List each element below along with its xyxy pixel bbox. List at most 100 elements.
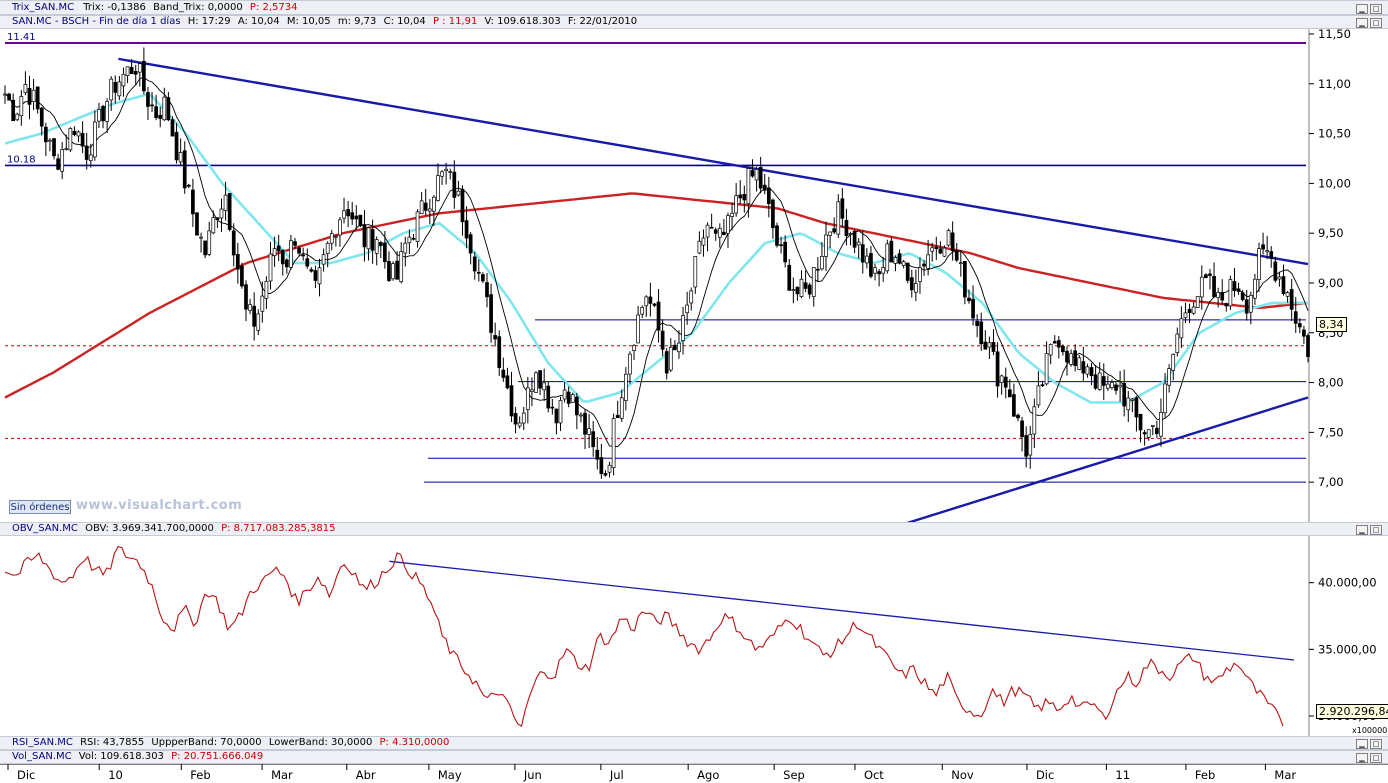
obv-multiplier: x100000	[1352, 726, 1388, 735]
candle-body	[293, 241, 297, 246]
rsi-label: RSI_SAN.MC	[12, 737, 73, 748]
candle-body	[1073, 350, 1078, 366]
candle-body	[991, 342, 996, 352]
candle-body	[305, 258, 310, 267]
trix-label: Trix_SAN.MC	[12, 2, 75, 13]
candle-body	[1297, 323, 1302, 328]
time-axis[interactable]: Dic 10 Feb Mar Abr May Jun Jul Ago Sep Oct Nov Dic 11…	[0, 764, 1388, 783]
candle-body	[1024, 435, 1029, 457]
candle-body	[1216, 292, 1220, 298]
candle-body	[799, 278, 804, 297]
minimize-icon[interactable]: ▁	[1356, 753, 1368, 763]
candle-body	[497, 336, 502, 368]
price-chart-svg[interactable]: 11,5011,0010,5010,009,509,008,508,007,50…	[0, 29, 1388, 522]
candle-body	[227, 193, 232, 230]
candle-body	[76, 131, 81, 137]
candle-body	[554, 408, 559, 424]
price-info-bar[interactable]: SAN.MC - BSCH - Fin de día 1 días H: 17:…	[0, 15, 1388, 29]
rsi-indicator-bar[interactable]: RSI_SAN.MC RSI: 43,7855 UppperBand: 70,0…	[0, 736, 1388, 750]
time-tick-label: Feb	[190, 768, 210, 782]
candle-body	[591, 431, 596, 448]
maximize-icon[interactable]: □	[1370, 525, 1382, 535]
candle-body	[758, 166, 763, 189]
vol-indicator-bar[interactable]: Vol_SAN.MC Vol: 109.618.303 P: 20.751.66…	[0, 750, 1388, 764]
candle-body	[954, 250, 959, 261]
candle-body	[374, 239, 379, 254]
candle-body	[538, 370, 542, 389]
time-tick-label: Dic	[1036, 768, 1054, 782]
price-panel[interactable]: 11,50 11,00 10,50 10,00 9,50 9,00 8,50 8,00 7,50…	[0, 29, 1388, 522]
candle-body	[1130, 398, 1135, 401]
maximize-icon[interactable]: □	[1370, 4, 1382, 14]
candle-body	[268, 253, 273, 282]
candle-body	[472, 256, 477, 272]
candle-body	[432, 196, 436, 212]
candle-body	[546, 385, 551, 409]
candle-body	[101, 106, 105, 122]
candle-body	[791, 289, 796, 292]
candle-body	[321, 254, 326, 265]
obv-indicator-bar[interactable]: OBV_SAN.MC OBV: 3.969.341.700,0000 P: 8.…	[0, 522, 1388, 536]
vol-label: Vol_SAN.MC	[12, 751, 72, 762]
candle-body	[1114, 384, 1118, 391]
minimize-icon[interactable]: ▁	[1356, 525, 1368, 535]
candle-body	[1110, 382, 1114, 388]
candle-body	[395, 260, 399, 280]
candle-body	[685, 304, 689, 314]
time-tick-label: Mar	[1274, 768, 1296, 782]
candle-body	[579, 414, 583, 417]
maximize-icon[interactable]: □	[1370, 18, 1382, 28]
candle-body	[125, 66, 130, 77]
minimize-icon[interactable]: ▁	[1356, 4, 1368, 14]
candle-body	[599, 457, 604, 475]
candle-body	[272, 248, 277, 257]
sin-ordenes-button[interactable]: Sin órdenes	[9, 500, 71, 514]
price-close: C: 10,04	[383, 16, 426, 27]
candle-body	[211, 217, 216, 234]
candle-body	[174, 131, 179, 161]
candle-body	[423, 202, 428, 211]
candle-body	[505, 375, 510, 389]
candle-body	[309, 269, 314, 272]
candle-body	[869, 253, 873, 277]
candle-body	[313, 270, 318, 281]
candle-body	[191, 189, 195, 215]
rsi-upper-band: UppperBand: 70,0000	[151, 737, 262, 748]
candle-body	[1007, 389, 1012, 398]
minimize-icon[interactable]: ▁	[1356, 18, 1368, 28]
time-tick-label: Jul	[609, 768, 624, 782]
candle-body	[411, 237, 416, 240]
candle-body	[628, 353, 632, 375]
candle-body	[150, 104, 154, 107]
maximize-icon[interactable]: □	[1370, 739, 1382, 749]
candle-body	[15, 113, 20, 121]
candle-body	[354, 215, 359, 220]
candle-body	[3, 93, 7, 96]
candle-body	[362, 224, 367, 248]
candle-body	[607, 464, 612, 473]
candle-body	[137, 63, 142, 73]
maximize-icon[interactable]: □	[1370, 753, 1382, 763]
candle-body	[264, 281, 269, 299]
candle-body	[558, 400, 563, 424]
candle-body	[1097, 372, 1102, 390]
vol-p-value: P: 20.751.666.049	[171, 751, 264, 762]
trix-indicator-bar[interactable]: Trix_SAN.MC Trix: -0,1386 Band_Trix: 0,0…	[0, 0, 1388, 15]
candle-body	[1101, 376, 1106, 386]
candle-body	[1056, 340, 1061, 348]
time-tick-label: 11	[1115, 768, 1130, 782]
candle-body	[452, 171, 457, 198]
candle-body	[146, 92, 150, 107]
candle-body	[219, 208, 224, 219]
candle-body	[427, 208, 432, 212]
minimize-icon[interactable]: ▁	[1356, 739, 1368, 749]
trendline-2	[906, 396, 1309, 522]
candle-body	[1036, 385, 1041, 406]
candle-body	[995, 351, 1000, 387]
trix-window-buttons: ▁ □	[1354, 2, 1382, 14]
candle-body	[783, 241, 788, 263]
obv-window-buttons: ▁ □	[1354, 524, 1382, 535]
candle-body	[1175, 333, 1180, 353]
